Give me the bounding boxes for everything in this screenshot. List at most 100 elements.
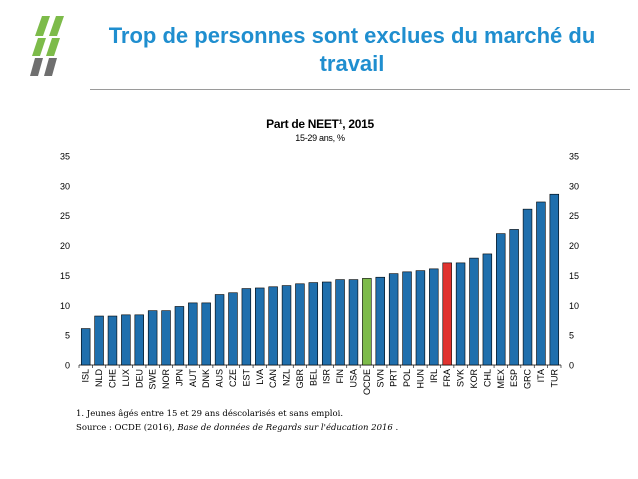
bar-nor: [161, 310, 171, 366]
bar-fin: [335, 279, 345, 366]
bar-lux: [121, 314, 131, 366]
bar-irl: [429, 268, 439, 366]
x-tick-label: DNK: [201, 369, 211, 388]
bar-deu: [134, 314, 144, 366]
source-suffix: .: [392, 423, 399, 433]
footnote-source: Source : OCDE (2016), Base de données de…: [76, 421, 398, 435]
y-tick-label-left: 35: [60, 152, 70, 162]
x-tick-label: SWE: [148, 369, 158, 390]
bar-dnk: [201, 302, 211, 366]
bar-isr: [321, 281, 332, 366]
x-tick-label: BEL: [308, 369, 318, 386]
x-tick-label: MEX: [496, 369, 506, 389]
bar-hun: [415, 270, 426, 366]
slide-title: Trop de personnes sont exclues du marché…: [108, 23, 596, 76]
bar-bel: [308, 282, 319, 366]
bar-nld: [94, 315, 104, 366]
x-tick-label: EST: [241, 369, 251, 387]
bar-swe: [147, 310, 158, 366]
x-tick-labels: ISL NLD CHE LUX DEU SWE NOR JPN AUT DNK AUS CZE EST L…: [81, 368, 560, 395]
bar-can: [268, 286, 278, 366]
footnote: 1. Jeunes âgés entre 15 et 29 ans déscol…: [76, 407, 398, 435]
y-tick-label-right: 25: [569, 211, 579, 221]
x-tick-label: USA: [348, 369, 358, 388]
bar-pol: [402, 271, 412, 366]
y-tick-label-left: 20: [60, 241, 70, 251]
x-tick-label: PRT: [389, 369, 399, 387]
x-tick-label: NLD: [94, 369, 104, 388]
x-tick-label: ISL: [81, 369, 91, 383]
y-tick-label-left: 15: [60, 271, 70, 281]
bar-cze: [228, 292, 238, 366]
bar-lva: [255, 287, 265, 366]
x-tick-label: LUX: [121, 369, 131, 387]
x-tick-label: LVA: [255, 369, 265, 385]
x-tick-label: ESP: [509, 369, 519, 387]
x-tick-label: NOR: [161, 369, 171, 390]
x-tick-label: HUN: [415, 369, 425, 389]
x-tick-label: ITA: [536, 369, 546, 382]
chart-subtitle: 15-29 ans, %: [295, 133, 345, 143]
x-tick-label: CHE: [107, 369, 117, 388]
x-tick-label: CHL: [482, 369, 492, 387]
x-tick-label: JPN: [174, 369, 184, 386]
x-tick-label: AUS: [215, 369, 225, 388]
x-tick-label: IRL: [429, 369, 439, 383]
x-tick-label: FIN: [335, 369, 345, 384]
y-tick-label-right: 0: [569, 361, 574, 371]
y-tick-label-right: 35: [569, 152, 579, 162]
bar-fra: [442, 262, 452, 366]
y-tick-label-right: 10: [569, 301, 579, 311]
page-number: 4: [611, 451, 617, 461]
bar-kor: [469, 257, 479, 366]
x-tick-label: OCDE: [362, 369, 372, 395]
y-tick-label-left: 0: [65, 361, 70, 371]
x-tick-label: GBR: [295, 369, 305, 389]
y-tick-labels: 0 0 5 5 10 10 15 15 20 20 25 25 30 30 35 35: [60, 152, 579, 371]
y-tick-label-right: 20: [569, 241, 579, 251]
bar-prt: [388, 273, 399, 366]
y-tick-label-left: 5: [65, 331, 70, 341]
x-tick-label: KOR: [469, 369, 479, 389]
bar-chl: [482, 253, 493, 366]
bar-ocde: [362, 278, 372, 366]
x-tick-label: SVK: [456, 369, 466, 387]
x-tick-label: CAN: [268, 369, 278, 388]
chart-axes: [78, 364, 562, 368]
bar-esp: [509, 229, 519, 366]
y-tick-label-right: 5: [569, 331, 574, 341]
x-tick-label: TUR: [549, 369, 559, 388]
x-tick-label: CZE: [228, 369, 238, 387]
title-divider: [90, 89, 630, 90]
source-prefix: Source : OCDE (2016),: [76, 423, 178, 433]
footnote-note: 1. Jeunes âgés entre 15 et 29 ans déscol…: [76, 409, 344, 419]
x-tick-label: AUT: [188, 368, 198, 387]
y-tick-label-right: 15: [569, 271, 579, 281]
chart-bars: [80, 193, 560, 366]
y-tick-label-right: 30: [569, 181, 579, 191]
x-tick-label: NZL: [282, 369, 292, 386]
x-tick-label: FRA: [442, 369, 452, 387]
oecd-logo: [30, 16, 64, 76]
y-tick-label-left: 10: [60, 301, 70, 311]
x-tick-label: GRC: [523, 369, 533, 390]
bar-svk: [455, 262, 466, 366]
y-tick-label-left: 30: [60, 181, 70, 191]
x-tick-label: ISR: [322, 369, 332, 385]
source-title: Base de données de Regards sur l'éducati…: [177, 423, 393, 433]
y-tick-label-left: 25: [60, 211, 70, 221]
bar-jpn: [174, 306, 185, 366]
bar-nzl: [281, 285, 292, 366]
x-tick-label: SVN: [375, 369, 385, 388]
bar-aus: [214, 294, 225, 366]
bar-svn: [375, 276, 385, 366]
chart-title: Part de NEET¹, 2015: [266, 117, 374, 131]
bar-gbr: [295, 283, 305, 366]
bar-usa: [348, 279, 359, 366]
bar-tur: [549, 193, 560, 366]
bar-mex: [496, 233, 506, 366]
bar-aut: [188, 302, 198, 366]
bar-ita: [536, 201, 546, 366]
x-tick-label: POL: [402, 369, 412, 387]
